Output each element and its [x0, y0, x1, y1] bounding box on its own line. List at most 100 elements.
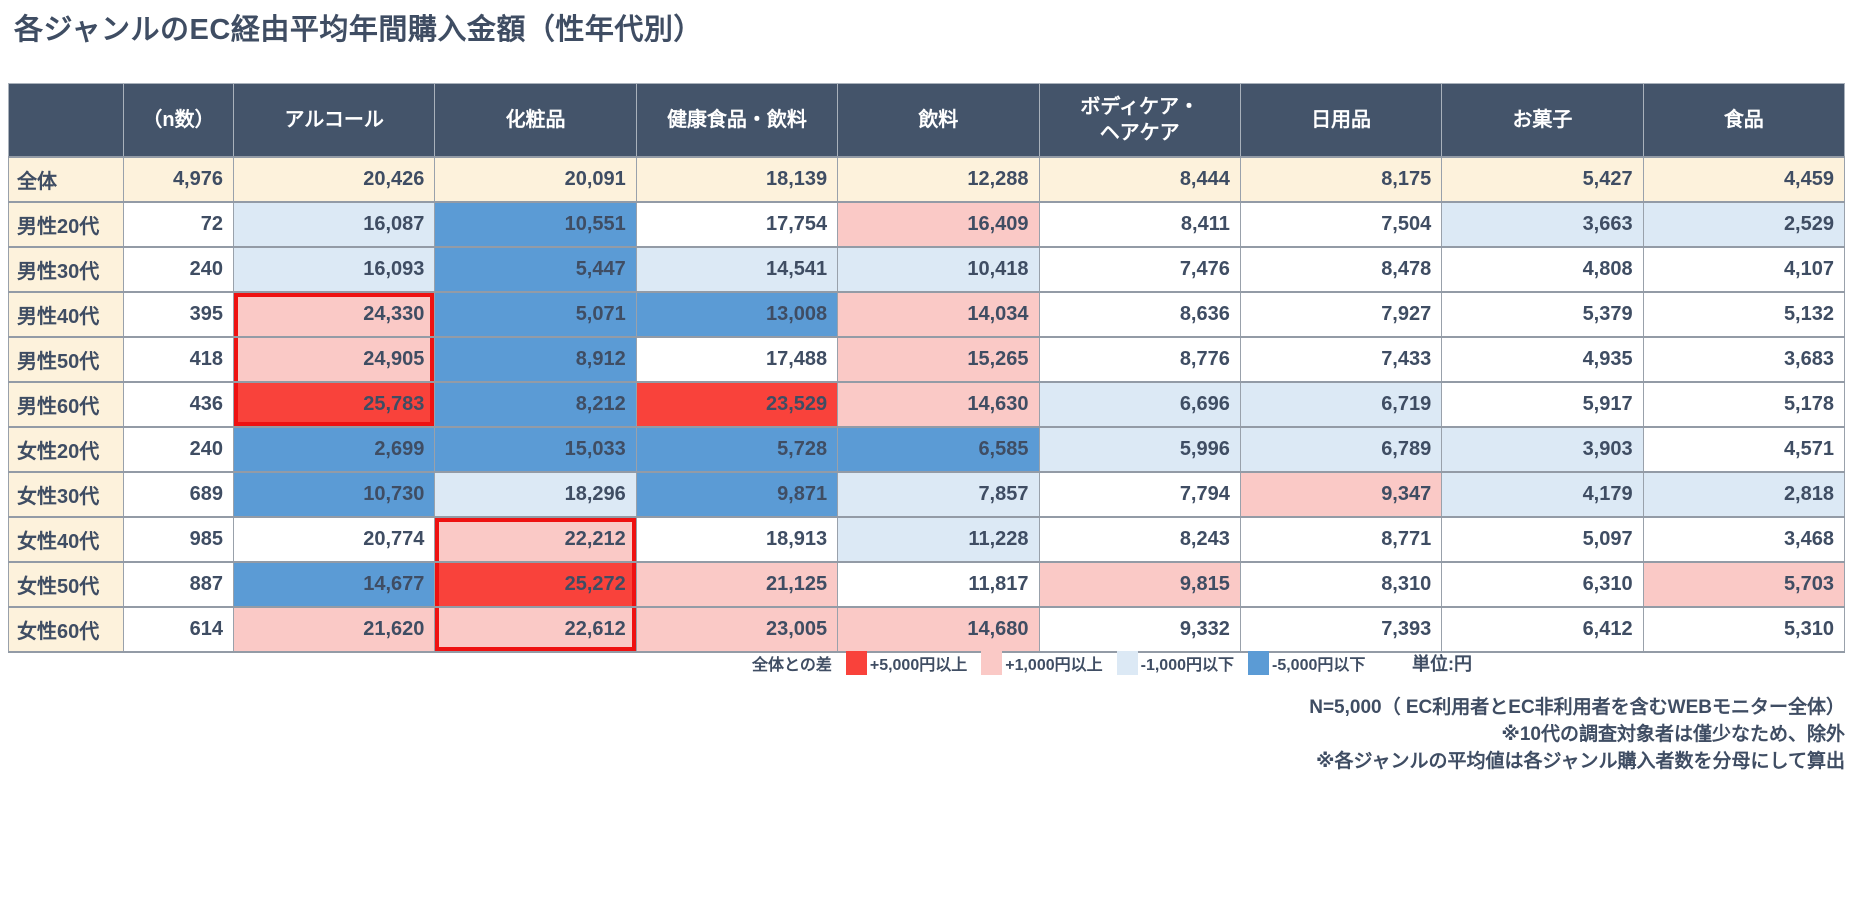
- value-cell: 8,212: [434, 381, 637, 428]
- value-cell: 10,730: [232, 471, 436, 518]
- value-cell: 6,789: [1239, 426, 1443, 473]
- value-cell: 4,808: [1441, 246, 1644, 293]
- row-label: 女性20代: [8, 426, 124, 473]
- value-cell: 8,310: [1239, 561, 1443, 608]
- legend-swatch-light_blue: [1116, 651, 1138, 675]
- footnote-line: ※各ジャンルの平均値は各ジャンル購入者数を分母にして算出: [1315, 750, 1845, 772]
- value-cell: 23,005: [635, 606, 839, 653]
- n-count-cell: 614: [123, 606, 234, 653]
- value-cell: 14,677: [232, 561, 436, 608]
- value-cell: 21,125: [635, 561, 839, 608]
- value-cell: 6,585: [837, 426, 1040, 473]
- table-row: 女性30代 689 10,730 18,296 9,871 7,857 7,794 9,347…: [8, 471, 1846, 518]
- value-cell: 5,728: [635, 426, 839, 473]
- footnotes: N=5,000（ EC利用者とEC非利用者を含むWEBモニター全体） ※10代の調…: [1309, 695, 1845, 776]
- value-cell: 6,412: [1441, 606, 1644, 653]
- corner-cell: [8, 83, 124, 158]
- value-cell: 20,774: [232, 516, 436, 563]
- value-cell: 5,071: [434, 291, 637, 338]
- footnote-line: N=5,000（ EC利用者とEC非利用者を含むWEBモニター全体）: [1309, 697, 1845, 718]
- value-cell: 8,243: [1038, 516, 1241, 563]
- table-row: 女性50代 887 14,677 25,272 21,125 11,817 9,815 8,3…: [8, 561, 1846, 608]
- value-cell: 7,476: [1038, 246, 1241, 293]
- column-header: 食品: [1642, 83, 1846, 158]
- value-cell-highlighted: 25,783: [232, 381, 436, 428]
- value-cell: 8,478: [1239, 246, 1443, 293]
- value-cell: 8,771: [1239, 516, 1443, 563]
- value-cell: 14,630: [837, 381, 1040, 428]
- row-label: 全体: [8, 156, 124, 203]
- n-count-cell: 240: [123, 246, 234, 293]
- table-row: 男性50代 418 24,905 8,912 17,488 15,265 8,776 7,43…: [8, 336, 1846, 383]
- column-header: （n数）: [123, 83, 234, 158]
- legend-swatch-pink: [981, 651, 1003, 675]
- purchase-amount-table: （n数） アルコール 化粧品 健康食品・飲料 飲料 ボディケア・ ヘアケア 日用品 お菓子 食品…: [8, 83, 1846, 653]
- legend: 全体との差 +5,000円以上 +1,000円以上 -1,000円以下 -5,000円…: [752, 651, 1379, 675]
- value-cell: 16,087: [232, 201, 436, 248]
- value-cell: 7,857: [837, 471, 1040, 518]
- column-header: お菓子: [1441, 83, 1644, 158]
- value-cell: 16,409: [837, 201, 1040, 248]
- n-count-cell: 985: [123, 516, 234, 563]
- value-cell: 15,033: [434, 426, 637, 473]
- value-cell: 3,683: [1642, 336, 1846, 383]
- value-cell: 8,411: [1038, 201, 1241, 248]
- n-count-cell: 240: [123, 426, 234, 473]
- value-cell: 8,636: [1038, 291, 1241, 338]
- value-cell-highlighted: 22,612: [434, 606, 637, 653]
- value-cell: 11,228: [837, 516, 1040, 563]
- table-row: 男性40代 395 24,330 5,071 13,008 14,034 8,636 7,92…: [8, 291, 1846, 338]
- value-cell: 2,699: [232, 426, 436, 473]
- row-label: 女性60代: [8, 606, 124, 653]
- column-header: アルコール: [232, 83, 436, 158]
- value-cell: 5,310: [1642, 606, 1846, 653]
- value-cell: 2,818: [1642, 471, 1846, 518]
- value-cell: 14,034: [837, 291, 1040, 338]
- value-cell-highlighted: 25,272: [434, 561, 637, 608]
- value-cell: 23,529: [635, 381, 839, 428]
- unit-label: 単位:円: [1412, 654, 1472, 674]
- value-cell: 16,093: [232, 246, 436, 293]
- legend-item-label: +1,000円以上: [1005, 657, 1103, 674]
- value-cell: 17,488: [635, 336, 839, 383]
- table-header: （n数） アルコール 化粧品 健康食品・飲料 飲料 ボディケア・ ヘアケア 日用品 お菓子 食品: [8, 83, 1846, 158]
- value-cell: 9,815: [1038, 561, 1241, 608]
- value-cell: 2,529: [1642, 201, 1846, 248]
- value-cell: 5,447: [434, 246, 637, 293]
- n-count-cell: 436: [123, 381, 234, 428]
- value-cell: 7,393: [1239, 606, 1443, 653]
- value-cell: 5,703: [1642, 561, 1846, 608]
- legend-item: +1,000円以上: [981, 651, 1103, 675]
- column-header: 飲料: [837, 83, 1040, 158]
- legend-item-label: -5,000円以下: [1272, 657, 1366, 674]
- value-cell: 5,178: [1642, 381, 1846, 428]
- row-label: 男性40代: [8, 291, 124, 338]
- value-cell: 3,903: [1441, 426, 1644, 473]
- value-cell: 8,175: [1239, 156, 1443, 203]
- value-cell: 7,504: [1239, 201, 1443, 248]
- legend-title: 全体との差: [752, 657, 832, 674]
- row-label: 男性60代: [8, 381, 124, 428]
- legend-item: +5,000円以上: [845, 651, 967, 675]
- value-cell: 9,347: [1239, 471, 1443, 518]
- column-header: 健康食品・飲料: [635, 83, 839, 158]
- n-count-cell: 418: [123, 336, 234, 383]
- value-cell: 8,776: [1038, 336, 1241, 383]
- n-count-cell: 887: [123, 561, 234, 608]
- value-cell: 13,008: [635, 291, 839, 338]
- value-cell: 18,296: [434, 471, 637, 518]
- value-cell: 12,288: [837, 156, 1040, 203]
- row-label: 女性50代: [8, 561, 124, 608]
- table-row: 女性20代 240 2,699 15,033 5,728 6,585 5,996 6,789 3…: [8, 426, 1846, 473]
- value-cell: 5,097: [1441, 516, 1644, 563]
- footnote-line: ※10代の調査対象者は僅少なため、除外: [1501, 723, 1845, 745]
- value-cell: 14,680: [837, 606, 1040, 653]
- table-row: 男性60代 436 25,783 8,212 23,529 14,630 6,696 6,71…: [8, 381, 1846, 428]
- row-label: 女性30代: [8, 471, 124, 518]
- value-cell: 8,912: [434, 336, 637, 383]
- value-cell: 11,817: [837, 561, 1040, 608]
- value-cell: 5,996: [1038, 426, 1241, 473]
- value-cell: 4,107: [1642, 246, 1846, 293]
- value-cell: 6,310: [1441, 561, 1644, 608]
